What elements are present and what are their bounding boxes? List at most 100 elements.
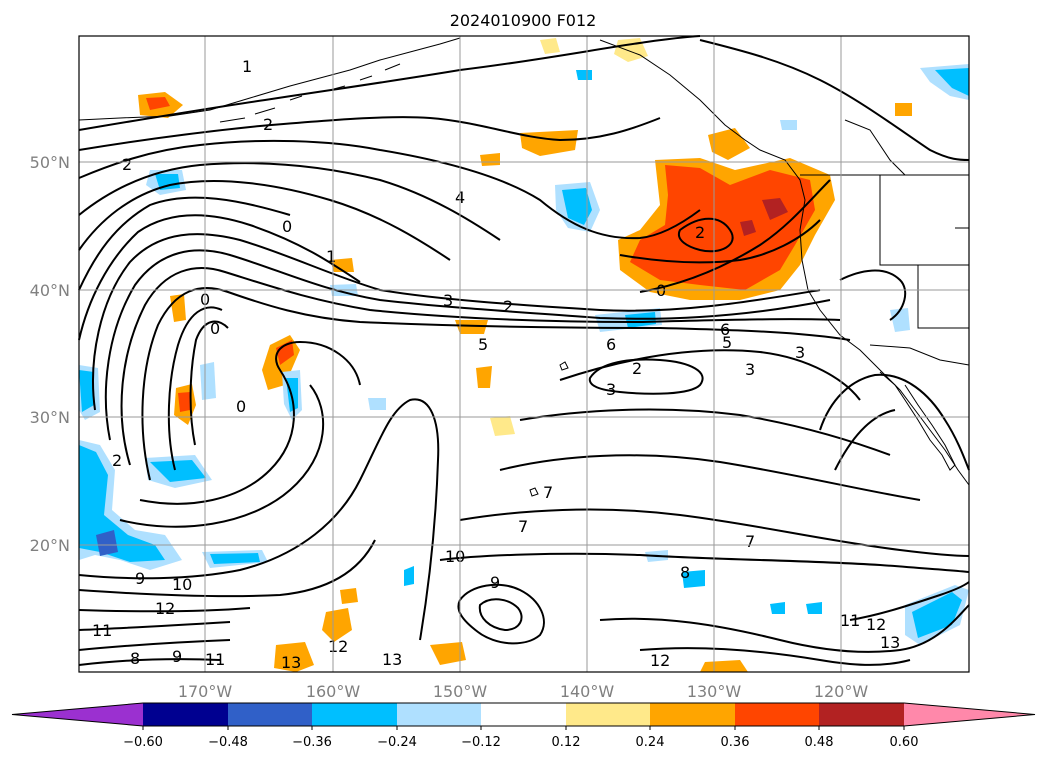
contour-label: 2	[122, 155, 132, 174]
longitude-labels: 170°W 160°W 150°W 140°W 130°W 120°W	[178, 682, 869, 701]
colorbar-tick-label: 0.60	[890, 735, 919, 750]
contour-label: 2	[632, 359, 642, 378]
colorbar-tick-label: −0.60	[123, 735, 163, 750]
contour-line	[699, 39, 970, 161]
contour-label: 10	[445, 547, 465, 566]
contour-line	[834, 409, 896, 471]
contour-label: 6	[606, 335, 616, 354]
contour-label: 3	[443, 291, 453, 310]
colorbar-swatch	[819, 703, 904, 726]
contour-line	[839, 269, 907, 321]
lon-label: 120°W	[814, 682, 869, 701]
positive-patch	[330, 258, 354, 272]
contour-line	[78, 196, 291, 291]
contour-line	[78, 607, 251, 613]
contour-line	[439, 552, 970, 573]
contour-label: 3	[606, 380, 616, 399]
contour-line	[78, 658, 221, 666]
aleutian-islands	[219, 63, 401, 123]
contour-label: 11	[205, 650, 225, 669]
positive-patch	[480, 153, 500, 166]
negative-patch	[935, 68, 969, 96]
colorbar-swatch	[735, 703, 819, 726]
contour-label: 0	[236, 397, 246, 416]
colorbar-tick-label: 0.24	[636, 735, 665, 750]
contour-line	[819, 373, 970, 471]
contour-label: 6	[720, 320, 730, 339]
contour-label: 7	[543, 483, 553, 502]
contour-label: 10	[172, 575, 192, 594]
contour-line	[78, 621, 231, 631]
lat-label: 20°N	[30, 536, 70, 555]
contour-line	[499, 454, 921, 501]
colorbar-swatch	[566, 703, 650, 726]
contour-line	[141, 287, 851, 481]
positive-patch	[430, 642, 466, 665]
colorbar-swatch	[650, 703, 735, 726]
contour-line	[78, 162, 501, 241]
contour-line	[677, 217, 734, 253]
negative-patch	[912, 592, 962, 638]
shaded-field	[79, 38, 969, 672]
contour-line	[104, 249, 831, 441]
colorbar: −0.60 −0.48 −0.36 −0.24 −0.12 0.12 0.24 0.36 0.4…	[11, 702, 1036, 750]
positive-patch	[340, 588, 358, 604]
contour-line	[78, 398, 440, 641]
colorbar-swatch	[143, 703, 228, 726]
baja-california	[879, 371, 956, 471]
map-frame	[78, 35, 970, 673]
colorbar-extend-low	[12, 703, 143, 726]
positive-patch	[895, 103, 912, 116]
hawaii	[529, 361, 569, 497]
contour-label: 12	[866, 615, 886, 634]
colorbar-swatch	[397, 703, 481, 726]
negative-patch	[79, 370, 94, 412]
contour-line	[639, 179, 831, 293]
contour-line	[588, 358, 704, 395]
contour-label: 3	[745, 360, 755, 379]
contour-label: 2	[503, 297, 513, 316]
contour-line	[78, 539, 376, 598]
colorbar-extend-high	[904, 703, 1035, 726]
contour-line	[459, 508, 970, 557]
contour-line	[78, 639, 231, 651]
contour-label: 7	[518, 517, 528, 536]
contour-label: 11	[840, 611, 860, 630]
negative-patch	[682, 570, 705, 588]
colorbar-tick-label: −0.24	[377, 735, 417, 750]
contour-label: 1	[242, 57, 252, 76]
lat-label: 40°N	[30, 281, 70, 300]
contour-label: 0	[282, 217, 292, 236]
negative-patch	[210, 553, 260, 564]
colorbar-tick-label: −0.36	[292, 735, 332, 750]
colorbar-tick-label: 0.12	[552, 735, 581, 750]
lon-label: 130°W	[687, 682, 742, 701]
negative-patch	[780, 120, 797, 130]
lon-label: 160°W	[306, 682, 361, 701]
negative-patch	[155, 174, 180, 190]
contour-label: 3	[795, 343, 805, 362]
map-panel: 1 2 2 4 0 1 0 0 2 0 2 2 3 5 6 5 6 2 3 3 …	[78, 35, 970, 673]
positive-patch	[178, 392, 190, 412]
positive-patch	[700, 660, 748, 672]
negative-patch	[96, 530, 118, 556]
positive-patch-large-core	[630, 165, 815, 290]
colorbar-tick-label: 0.36	[721, 735, 750, 750]
contours	[78, 35, 970, 666]
contour-label: 8	[130, 649, 140, 668]
contour-line	[78, 180, 451, 261]
contour-label: 1	[326, 247, 336, 266]
positive-patch	[490, 416, 515, 436]
negative-patch	[770, 602, 785, 614]
map-title: 2024010900 F012	[450, 11, 597, 30]
positive-patch	[146, 97, 170, 110]
contour-label: 2	[112, 451, 122, 470]
contour-line	[457, 583, 545, 645]
negative-patch	[576, 70, 592, 80]
positive-patch	[476, 366, 492, 388]
colorbar-tick-label: −0.48	[208, 735, 248, 750]
contour-label: 2	[695, 223, 705, 242]
colorbar-tick-label: −0.12	[461, 735, 501, 750]
negative-patch	[562, 188, 592, 225]
